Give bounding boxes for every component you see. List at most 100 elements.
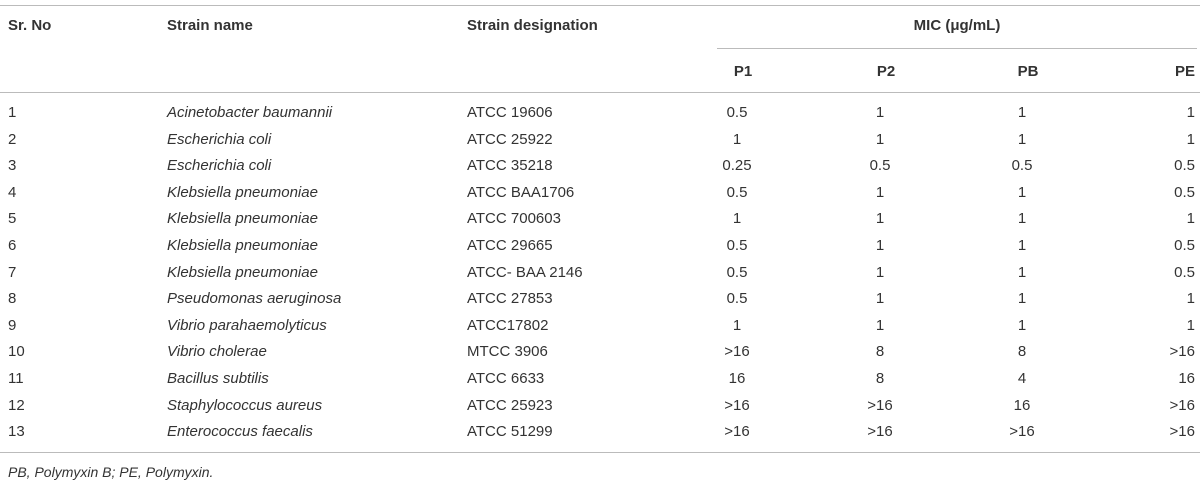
table-cell: 9: [8, 316, 17, 334]
table-cell: Klebsiella pneumoniae: [167, 263, 318, 281]
table-cell: 1: [1017, 316, 1027, 334]
table-cell: 0.5: [1174, 237, 1195, 254]
table-cell: 1: [1017, 183, 1027, 201]
table-cell: ATCC- BAA 2146: [467, 263, 583, 281]
table-cell: 1: [1017, 130, 1027, 148]
table-cell: MTCC 3906: [467, 343, 548, 361]
table-cell: 8: [8, 290, 17, 308]
header-mic: MIC (μg/mL): [913, 17, 1001, 34]
table-cell: 0.5: [726, 237, 748, 254]
table-cell: ATCC 29665: [467, 237, 553, 254]
table-cell: 0.5: [726, 290, 748, 308]
header-subcolumn: PE: [1174, 63, 1195, 80]
table-cell: 11: [8, 370, 24, 387]
table-cell: 12: [8, 396, 25, 414]
table-cell: >16: [867, 423, 893, 441]
table-cell: >16: [724, 423, 750, 441]
table-cell: 1: [732, 130, 742, 148]
table-cell: Escherichia coli: [167, 130, 272, 148]
table-cell: Klebsiella pneumoniae: [167, 183, 318, 201]
table-cell: ATCC 25923: [467, 396, 553, 414]
table-cell: 8: [875, 343, 885, 361]
table-cell: >16: [724, 396, 750, 414]
table-cell: 0.5: [726, 104, 748, 121]
table-cell: >16: [1169, 423, 1195, 441]
table-cell: ATCC 19606: [467, 104, 553, 121]
table-cell: 1: [875, 290, 885, 308]
header-subcolumn: PB: [1017, 63, 1039, 80]
table-cell: >16: [724, 343, 750, 361]
table-cell: 1: [875, 237, 885, 254]
table-cell: Vibrio cholerae: [167, 343, 267, 361]
table-cell: 2: [8, 130, 17, 148]
table-cell: 0.5: [1174, 263, 1195, 281]
table-cell: 1: [732, 316, 742, 334]
table-cell: >16: [867, 396, 893, 414]
table-cell: 3: [8, 157, 17, 175]
table-cell: 1: [8, 104, 17, 121]
table-cell: >16: [1169, 343, 1195, 361]
header-subcolumn: P2: [876, 63, 896, 80]
table-cell: 1: [1186, 210, 1195, 228]
table-cell: 1: [1017, 237, 1027, 254]
header-subcolumn: P1: [733, 63, 753, 80]
top-rule: [0, 5, 1200, 6]
table-cell: ATCC 6633: [467, 370, 545, 387]
table-cell: Bacillus subtilis: [167, 370, 269, 387]
table-cell: 1: [875, 183, 885, 201]
table-cell: 4: [8, 183, 17, 201]
table-cell: 10: [8, 343, 25, 361]
table-cell: 1: [1017, 104, 1027, 121]
table-cell: 1: [1186, 104, 1195, 121]
table-cell: ATCC 700603: [467, 210, 561, 228]
table-cell: 0.5: [1011, 157, 1033, 175]
table-cell: 1: [875, 210, 885, 228]
table-cell: Acinetobacter baumannii: [167, 104, 333, 121]
table-cell: 16: [728, 370, 746, 387]
bottom-rule: [0, 452, 1200, 453]
table-cell: Escherichia coli: [167, 157, 272, 175]
table-cell: 8: [1017, 343, 1027, 361]
table-cell: 5: [8, 210, 17, 228]
mic-rule: [717, 48, 1197, 49]
footnote: PB, Polymyxin B; PE, Polymyxin.: [8, 464, 214, 480]
table-cell: Pseudomonas aeruginosa: [167, 290, 342, 308]
table-cell: ATCC 35218: [467, 157, 553, 175]
table-cell: 6: [8, 237, 17, 254]
table-cell: 1: [1017, 263, 1027, 281]
table-cell: >16: [1009, 423, 1035, 441]
table-cell: 1: [875, 263, 885, 281]
table-cell: ATCC 51299: [467, 423, 553, 441]
table-cell: Klebsiella pneumoniae: [167, 210, 318, 228]
table-cell: Klebsiella pneumoniae: [167, 237, 318, 254]
table-cell: 0.5: [1174, 183, 1195, 201]
table-cell: 0.5: [726, 263, 748, 281]
table-cell: ATCC 25922: [467, 130, 553, 148]
table-cell: 16: [1013, 396, 1031, 414]
header-strain-designation: Strain designation: [467, 17, 598, 34]
table-cell: Vibrio parahaemolyticus: [167, 316, 327, 334]
table-cell: 0.5: [726, 183, 748, 201]
table-cell: 1: [875, 316, 885, 334]
table-cell: 1: [875, 104, 885, 121]
table-cell: 1: [1017, 210, 1027, 228]
table-cell: 16: [1178, 370, 1195, 387]
header-rule: [0, 92, 1200, 93]
table-cell: 1: [1186, 130, 1195, 148]
table-cell: 1: [1017, 290, 1027, 308]
table-cell: 0.5: [869, 157, 891, 175]
table-cell: Enterococcus faecalis: [167, 423, 313, 441]
table-cell: ATCC BAA1706: [467, 183, 575, 201]
header-strain-name: Strain name: [167, 17, 253, 34]
table-cell: Staphylococcus aureus: [167, 396, 323, 414]
table-cell: 13: [8, 423, 25, 441]
table-cell: 1: [875, 130, 885, 148]
table-cell: 1: [1186, 290, 1195, 308]
table-cell: ATCC17802: [467, 316, 549, 334]
table-cell: 7: [8, 263, 17, 281]
table-cell: 4: [1017, 370, 1027, 387]
table-cell: 0.25: [722, 157, 752, 175]
table-cell: 0.5: [1174, 157, 1195, 175]
header-sr-no: Sr. No: [8, 17, 52, 34]
